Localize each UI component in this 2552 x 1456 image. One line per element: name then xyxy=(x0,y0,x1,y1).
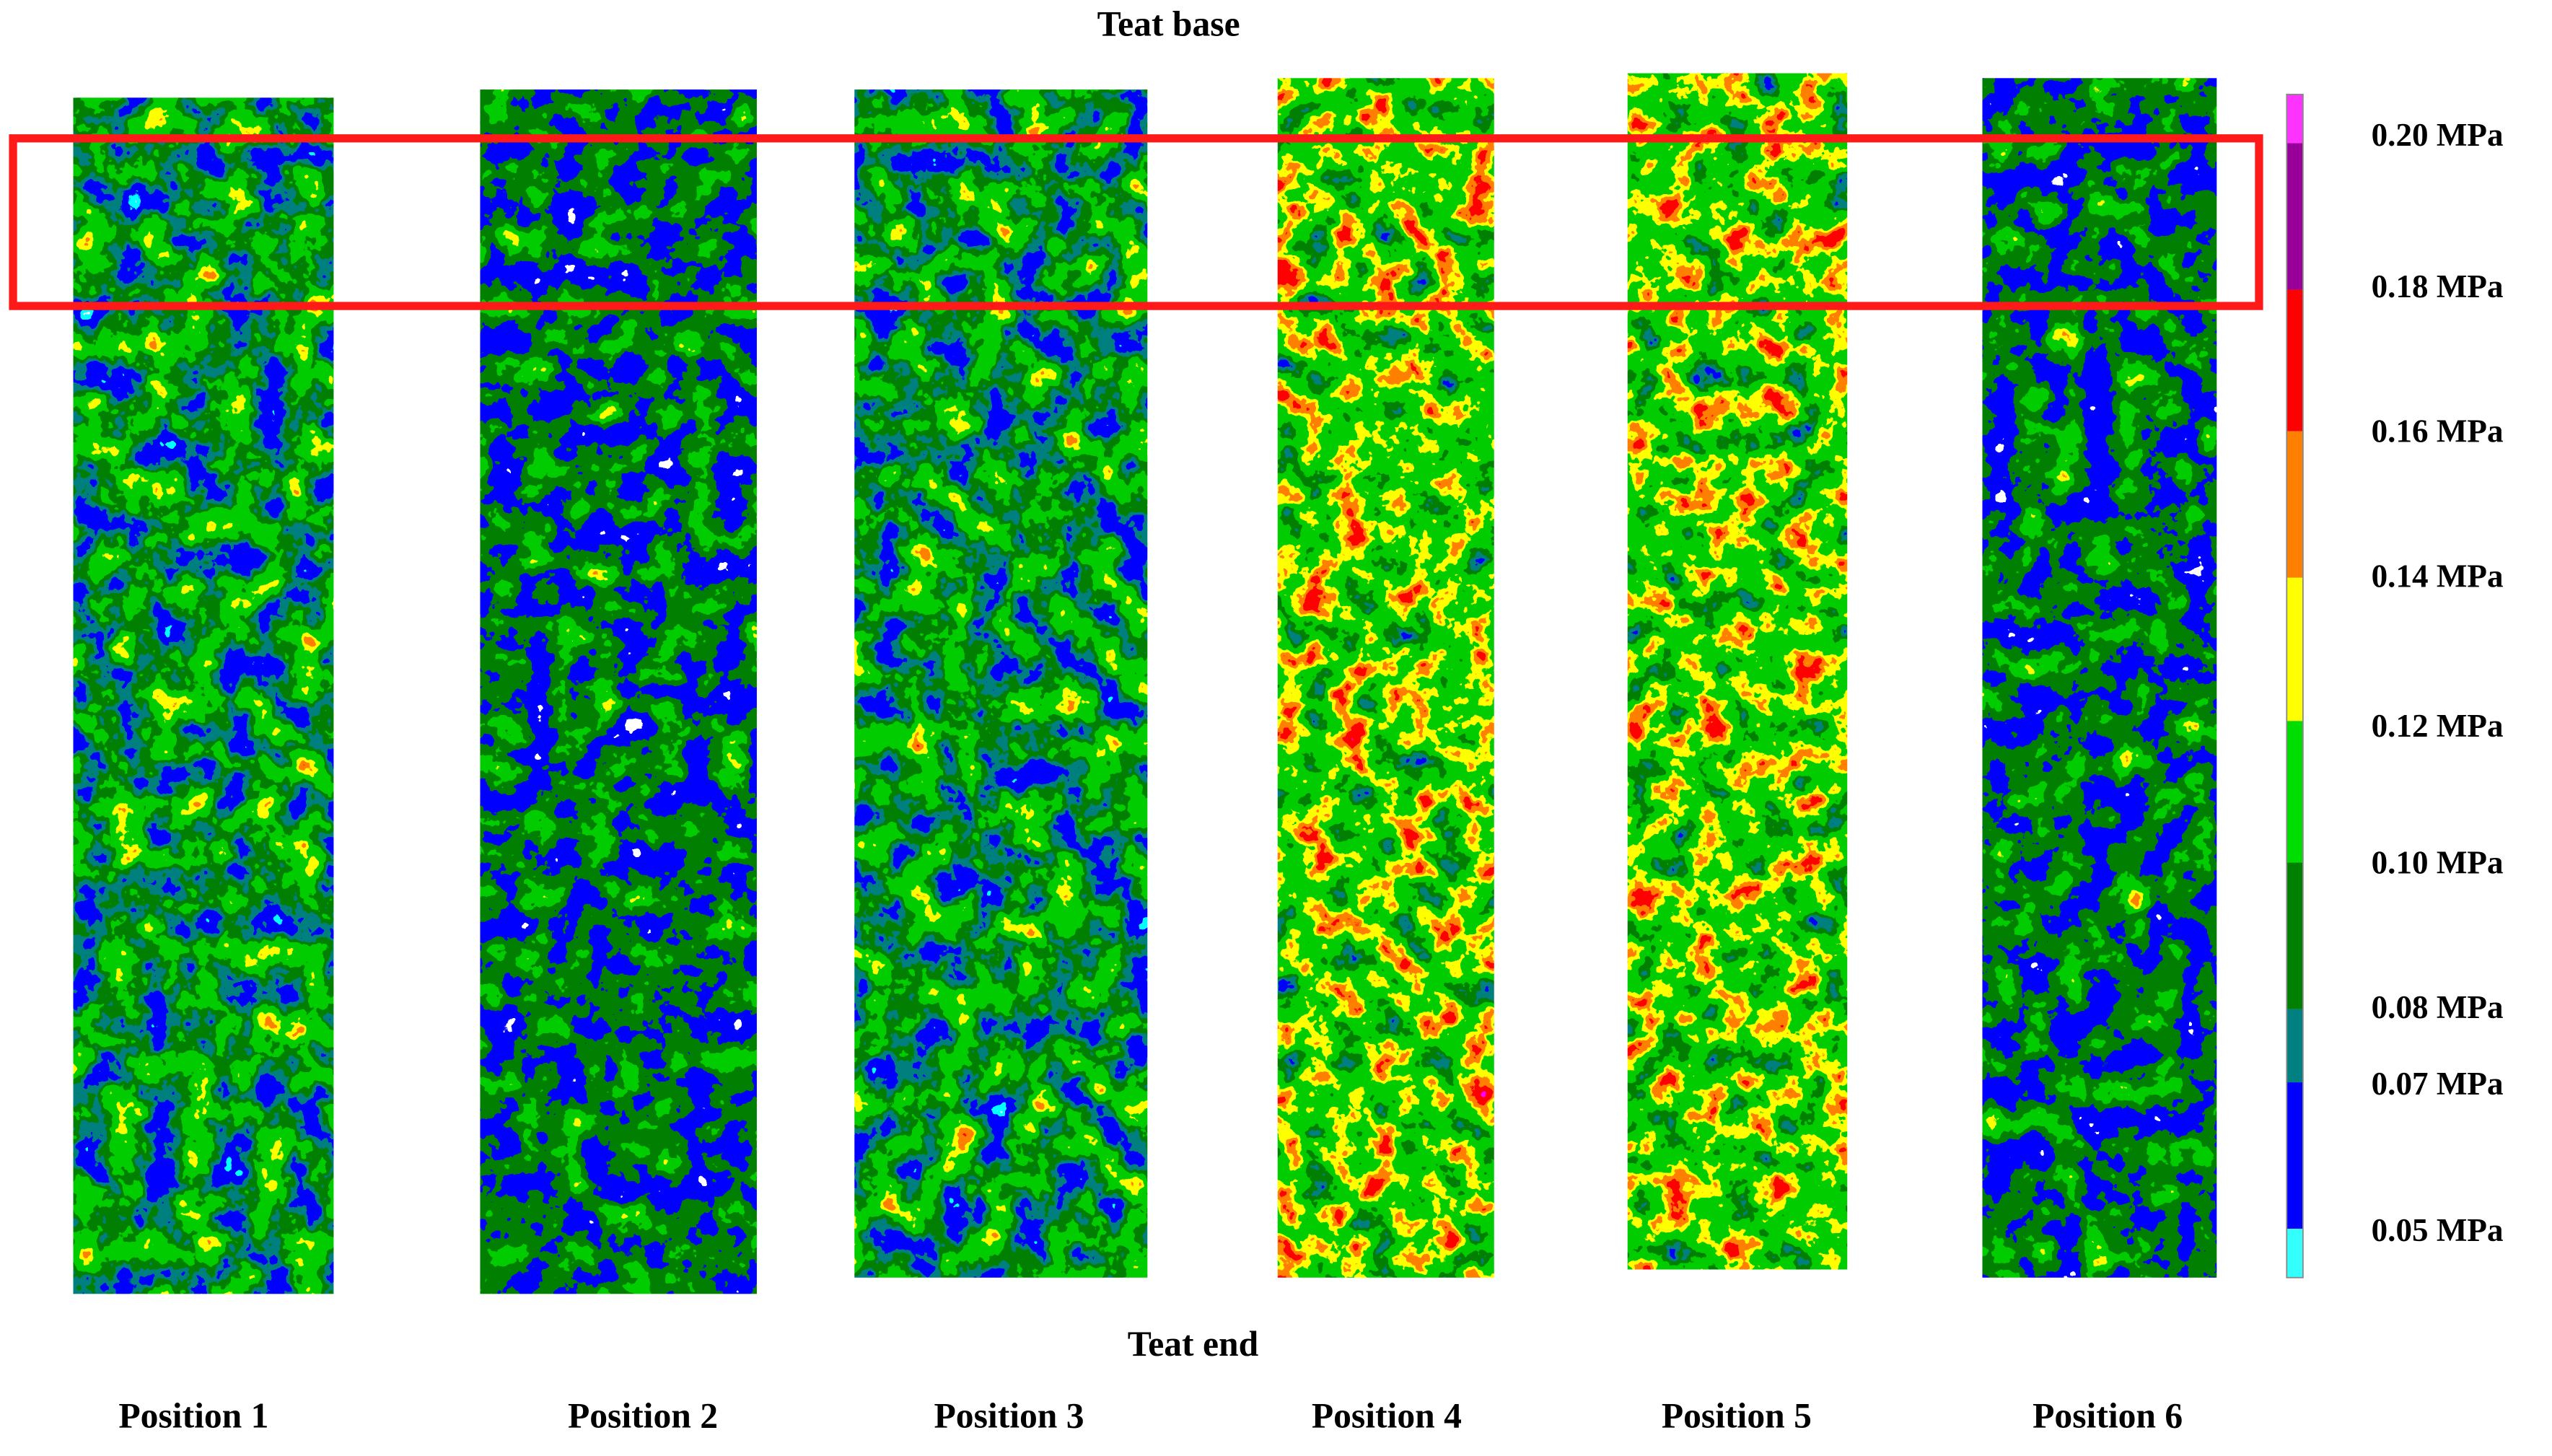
bottom-label: Teat end xyxy=(1128,1324,1259,1364)
color-band xyxy=(2286,289,2303,431)
pressure-map xyxy=(854,89,1148,1278)
position-label: Position 5 xyxy=(1662,1395,1812,1435)
color-band xyxy=(2286,431,2303,578)
legend-label: 0.18 MPa xyxy=(2372,268,2504,304)
color-band xyxy=(2286,1009,2303,1083)
color-band xyxy=(2286,862,2303,1009)
legend-label: 0.08 MPa xyxy=(2372,989,2504,1025)
top-label: Teat base xyxy=(1097,4,1240,44)
legend-label: 0.10 MPa xyxy=(2372,844,2504,880)
color-band xyxy=(2286,1082,2303,1229)
position-label: Position 3 xyxy=(934,1395,1084,1435)
legend: 0.20 MPa 0.18 MPa 0.16 MPa 0.14 MPa 0.12 MPa… xyxy=(2372,117,2504,1248)
pressure-map xyxy=(1627,73,1848,1270)
legend-label: 0.05 MPa xyxy=(2372,1212,2504,1248)
legend-label: 0.20 MPa xyxy=(2372,117,2504,153)
pressure-map xyxy=(1277,78,1494,1278)
highlight-box xyxy=(9,134,2263,310)
color-band xyxy=(2286,94,2303,144)
position-label: Position 4 xyxy=(1312,1395,1462,1435)
legend-label: 0.16 MPa xyxy=(2372,413,2504,449)
position-labels: Position 1 Position 2 Position 3 Position 4… xyxy=(118,1395,2183,1435)
color-band xyxy=(2286,143,2303,290)
pressure-map xyxy=(1982,78,2217,1278)
color-band xyxy=(2286,577,2303,722)
position-label: Position 1 xyxy=(118,1395,268,1435)
position-label: Position 6 xyxy=(2033,1395,2183,1435)
legend-label: 0.14 MPa xyxy=(2372,558,2504,594)
pressure-map xyxy=(73,97,334,1294)
legend-label: 0.07 MPa xyxy=(2372,1066,2504,1102)
color-band xyxy=(2286,1229,2303,1278)
color-bar xyxy=(2286,93,2304,1279)
position-label: Position 2 xyxy=(568,1395,718,1435)
color-band xyxy=(2286,721,2303,863)
color-bar-border xyxy=(2286,93,2304,1279)
legend-label: 0.12 MPa xyxy=(2372,708,2504,744)
pressure-map xyxy=(480,89,757,1294)
